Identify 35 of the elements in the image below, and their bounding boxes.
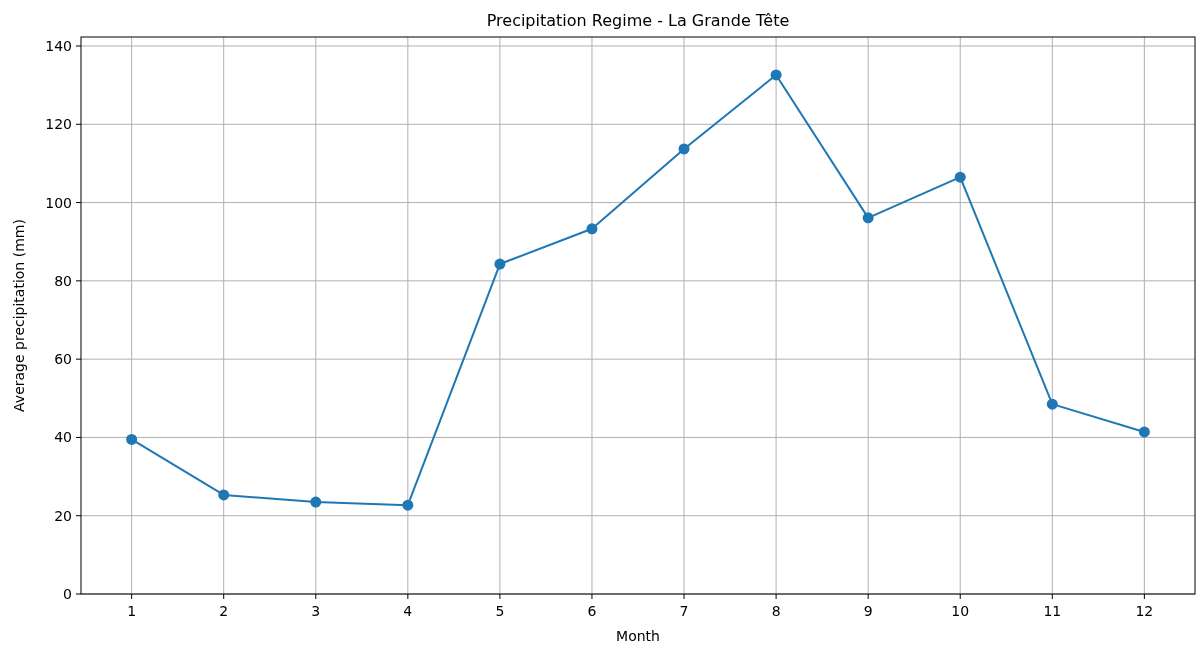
point: [310, 496, 322, 508]
x-tick-label: 9: [863, 603, 873, 619]
y-tick-label: 140: [45, 38, 72, 54]
y-tick-label: 100: [45, 194, 72, 211]
x-tick-label: 12: [1135, 603, 1154, 619]
x-tick-label: 4: [403, 603, 413, 619]
y-tick-label: 40: [54, 429, 72, 446]
point: [954, 171, 966, 183]
point: [126, 433, 138, 445]
point: [494, 258, 506, 270]
x-axis-title: Month: [616, 628, 660, 644]
point: [218, 489, 230, 501]
y-axis-title: Average precipitation (mm): [11, 219, 27, 412]
point: [402, 499, 414, 511]
point: [862, 212, 874, 224]
x-tick-label: 10: [951, 603, 970, 619]
x-tick-label: 3: [311, 603, 321, 619]
x-tick-label: 7: [679, 603, 689, 619]
x-tick-label: 1: [127, 603, 137, 619]
point: [1138, 426, 1150, 438]
chart-title: Precipitation Regime - La Grande Tête: [486, 11, 790, 30]
x-tick-label: 6: [587, 603, 597, 619]
y-tick-label: 60: [54, 351, 72, 368]
y-tick-label: 0: [63, 586, 72, 602]
y-tick-label: 20: [54, 507, 72, 524]
y-tick-label: 80: [54, 272, 72, 289]
point: [586, 223, 598, 235]
x-tick-label: 2: [219, 603, 229, 619]
point: [770, 69, 782, 81]
point: [1046, 398, 1058, 410]
x-tick-label: 11: [1043, 603, 1062, 619]
x-tick-label: 8: [771, 603, 781, 619]
point: [678, 143, 690, 155]
x-tick-label: 5: [495, 603, 505, 619]
y-tick-label: 120: [45, 116, 72, 133]
